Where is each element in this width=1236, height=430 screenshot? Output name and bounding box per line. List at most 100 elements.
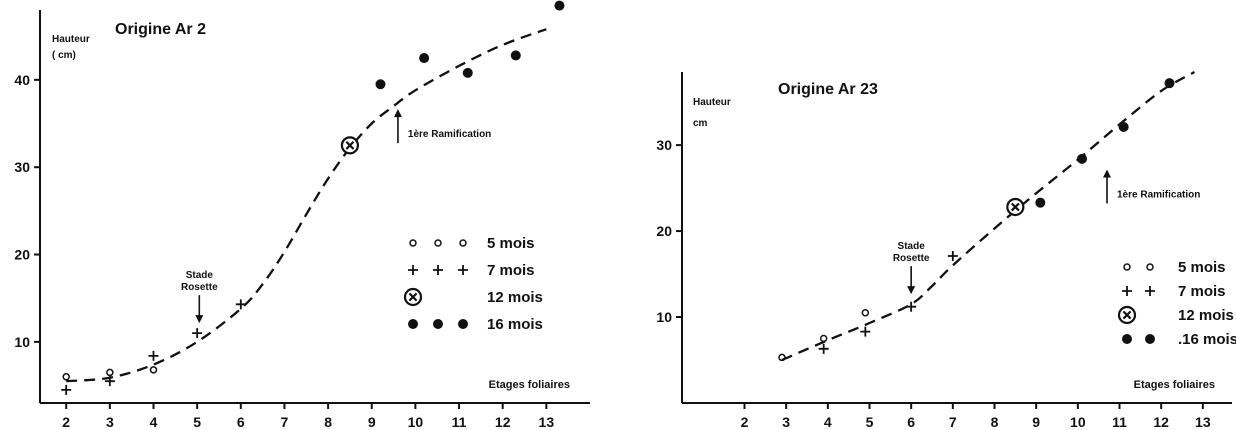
x-tick-label: 2 — [741, 414, 749, 430]
legend-entry: 12 mois — [1117, 305, 1234, 325]
y-axis-label: Hauteur — [693, 97, 731, 108]
series-open-circle — [62, 366, 158, 381]
legend-marker — [1146, 263, 1154, 271]
open-circle-point — [149, 366, 158, 374]
legend-marker — [458, 319, 468, 329]
legend-label: .16 mois — [1178, 331, 1236, 348]
legend-label: 5 mois — [1178, 259, 1226, 276]
x-axis-label: Etages foliaires — [1134, 379, 1215, 391]
rosette-label: Rosette — [181, 282, 218, 293]
legend-label: 7 mois — [487, 262, 535, 279]
series-plus — [61, 299, 246, 395]
series-open-circle — [778, 308, 870, 362]
y-tick-label: 40 — [14, 72, 30, 88]
legend-marker — [409, 239, 417, 247]
legend-marker — [459, 239, 467, 247]
legend-marker — [408, 265, 418, 275]
legend-label: 16 mois — [487, 316, 543, 333]
series-circled-x — [340, 136, 360, 155]
open-circle-point — [819, 334, 828, 343]
x-tick-label: 11 — [1112, 414, 1127, 430]
x-tick-label: 4 — [150, 414, 158, 430]
plus-point — [818, 343, 829, 354]
x-tick-label: 11 — [452, 414, 467, 430]
open-circle-point — [62, 373, 70, 381]
x-tick-label: 13 — [539, 414, 555, 430]
filled-circle-point — [419, 53, 430, 64]
legend-label: 12 mois — [487, 289, 543, 306]
legend-marker — [1122, 286, 1132, 296]
chart-1: 2 3 4 5 6 7 8 9 10 11 12 13 10 20 30 40 Origine Ar 2 Haut… — [14, 0, 590, 430]
x-tick-label: 2 — [62, 414, 70, 430]
circled-x-point — [1006, 197, 1025, 217]
series-filled-circle — [375, 0, 565, 90]
legend-marker — [433, 319, 443, 329]
rosette-label: Rosette — [893, 253, 930, 264]
y-tick-label: 30 — [656, 137, 672, 153]
x-tick-label: 3 — [106, 414, 114, 430]
series-circled-x — [1006, 197, 1025, 217]
legend-entry: 16 mois — [408, 316, 543, 333]
x-tick-label: 10 — [1070, 414, 1086, 430]
filled-circle-point — [1035, 197, 1046, 208]
chart-2: 2 3 4 5 6 7 8 9 10 11 12 13 10 20 30 Origine Ar 23 Haute… — [656, 70, 1236, 430]
plus-point — [192, 328, 203, 339]
legend-marker — [408, 319, 418, 329]
legend-entry: 5 mois — [409, 235, 535, 252]
circled-x-point — [340, 136, 360, 155]
filled-circle-point — [554, 0, 565, 11]
x-tick-label: 5 — [193, 414, 201, 430]
legend-label: 12 mois — [1178, 307, 1234, 324]
legend-marker — [433, 265, 443, 275]
filled-circle-point — [375, 79, 386, 90]
x-tick-label: 4 — [824, 414, 832, 430]
x-tick-label: 6 — [237, 414, 245, 430]
arrow-head — [907, 286, 916, 295]
legend-label: 7 mois — [1178, 283, 1226, 300]
y-tick-label: 30 — [14, 159, 30, 175]
y-axis-unit: cm — [693, 118, 708, 129]
filled-circle-point — [1164, 78, 1175, 89]
legend-marker — [1123, 263, 1131, 271]
x-tick-label: 12 — [1153, 414, 1169, 430]
plus-point — [906, 301, 917, 312]
stade-label: Stade — [186, 270, 214, 281]
filled-circle-point — [510, 50, 521, 61]
legend-entry: 7 mois — [1122, 283, 1226, 300]
x-tick-label: 9 — [368, 414, 376, 430]
legend-marker — [1145, 286, 1155, 296]
arrow-head — [195, 315, 204, 324]
x-tick-label: 5 — [866, 414, 874, 430]
x-tick-label: 9 — [1032, 414, 1040, 430]
ramification-label: 1ère Ramification — [408, 129, 491, 140]
legend-label: 5 mois — [487, 235, 535, 252]
legend-entry: 7 mois — [408, 262, 535, 279]
plus-point — [860, 326, 871, 337]
x-tick-label: 10 — [408, 414, 424, 430]
arrow-head — [1103, 169, 1111, 178]
legend-marker — [434, 239, 442, 247]
plus-point — [947, 250, 958, 261]
x-tick-label: 13 — [1195, 414, 1211, 430]
legend-entry: .16 mois — [1122, 331, 1236, 348]
legend: 5 mois 7 mois 12 mois .16 mois — [1117, 259, 1236, 348]
x-tick-label: 3 — [782, 414, 790, 430]
arrow-head — [393, 109, 402, 118]
plus-point — [61, 384, 72, 395]
legend-marker — [458, 265, 468, 275]
filled-circle-point — [1077, 153, 1087, 164]
chart-title: Origine Ar 23 — [778, 81, 878, 98]
y-tick-label: 10 — [656, 309, 672, 325]
plus-point — [235, 299, 246, 310]
x-tick-label: 7 — [949, 414, 957, 430]
x-tick-label: 8 — [324, 414, 332, 430]
x-tick-label: 6 — [907, 414, 915, 430]
trend-curve — [66, 28, 547, 383]
open-circle-point — [778, 353, 786, 362]
y-tick-label: 20 — [14, 247, 30, 263]
legend-entry: 5 mois — [1123, 259, 1226, 276]
x-axis-label: Etages foliaires — [489, 379, 570, 391]
y-tick-label: 20 — [656, 223, 672, 239]
chart-title: Origine Ar 2 — [115, 21, 206, 38]
